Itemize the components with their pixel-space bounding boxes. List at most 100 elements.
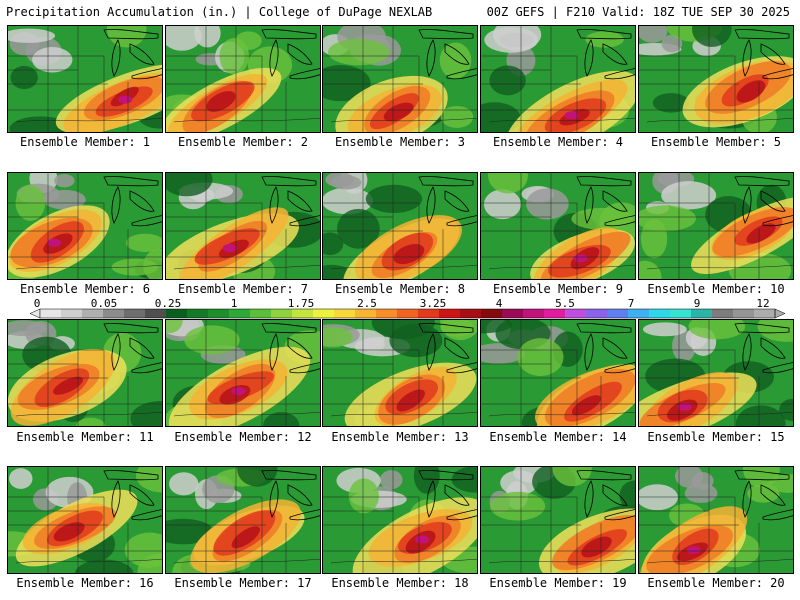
colorbar-swatch — [397, 309, 419, 318]
colorbar-swatch — [754, 309, 776, 318]
precip-map-graphic — [323, 467, 477, 573]
ensemble-member-label: Ensemble Member: 4 — [492, 135, 624, 149]
colorbar-tick: 4 — [495, 297, 503, 310]
ensemble-member-label: Ensemble Member: 15 — [647, 430, 785, 444]
ensemble-member-map — [480, 172, 636, 280]
colorbar-tick-labels: 0 0.05 0.25 1 1.75 2.5 3.25 4 5.5 7 9 12 — [0, 297, 800, 310]
colorbar-tick: 3.25 — [419, 297, 447, 310]
precip-map-graphic — [639, 467, 793, 573]
colorbar-swatch — [61, 309, 83, 318]
colorbar-swatch — [124, 309, 146, 318]
ensemble-member-label: Ensemble Member: 3 — [334, 135, 466, 149]
colorbar-tick: 9 — [693, 297, 701, 310]
ensemble-member-map — [7, 172, 163, 280]
ensemble-member-map — [165, 25, 321, 133]
ensemble-member-label: Ensemble Member: 12 — [174, 430, 312, 444]
ensemble-member-map — [165, 466, 321, 574]
colorbar-swatch — [376, 309, 398, 318]
colorbar-swatch — [502, 309, 524, 318]
colorbar-min-arrow — [29, 308, 41, 319]
ensemble-member-map — [7, 466, 163, 574]
colorbar-swatch — [691, 309, 713, 318]
precip-map-graphic — [166, 320, 320, 426]
ensemble-member-label: Ensemble Member: 10 — [647, 282, 785, 296]
colorbar-swatch — [82, 309, 104, 318]
colorbar-tick: 5.5 — [555, 297, 575, 310]
precip-map-graphic — [639, 26, 793, 132]
precip-map-graphic — [8, 26, 162, 132]
precip-map-graphic — [323, 173, 477, 279]
ensemble-member-label: Ensemble Member: 16 — [16, 576, 154, 590]
ensemble-member-label: Ensemble Member: 20 — [647, 576, 785, 590]
colorbar-swatch — [292, 309, 314, 318]
ensemble-member-label: Ensemble Member: 8 — [334, 282, 466, 296]
colorbar-tick: 0.05 — [90, 297, 118, 310]
colorbar-swatch — [418, 309, 440, 318]
ensemble-member-label: Ensemble Member: 17 — [174, 576, 312, 590]
colorbar-swatch — [145, 309, 167, 318]
ensemble-member-label: Ensemble Member: 14 — [489, 430, 627, 444]
precip-map-graphic — [323, 26, 477, 132]
colorbar-swatch — [670, 309, 692, 318]
colorbar-swatch — [334, 309, 356, 318]
colorbar-swatch — [586, 309, 608, 318]
map-title: Precipitation Accumulation (in.) | Colle… — [6, 5, 433, 19]
ensemble-member-map — [165, 319, 321, 427]
run-info: 00Z GEFS | F210 Valid: 18Z TUE SEP 30 20… — [486, 5, 790, 19]
precip-map-graphic — [166, 26, 320, 132]
precip-map-graphic — [166, 467, 320, 573]
ensemble-member-label: Ensemble Member: 19 — [489, 576, 627, 590]
ensemble-member-label: Ensemble Member: 13 — [331, 430, 469, 444]
ensemble-member-label: Ensemble Member: 9 — [492, 282, 624, 296]
ensemble-member-map — [7, 25, 163, 133]
colorbar-swatch — [649, 309, 671, 318]
colorbar-swatch — [40, 309, 62, 318]
precip-map-graphic — [481, 173, 635, 279]
colorbar-max-arrow — [774, 308, 786, 319]
ensemble-member-label: Ensemble Member: 7 — [177, 282, 309, 296]
precip-map-graphic — [166, 173, 320, 279]
ensemble-member-map — [638, 466, 794, 574]
precip-map-graphic — [481, 467, 635, 573]
ensemble-member-map — [322, 466, 478, 574]
ensemble-member-map — [480, 466, 636, 574]
ensemble-member-label: Ensemble Member: 5 — [650, 135, 782, 149]
ensemble-member-map — [7, 319, 163, 427]
colorbar-swatch — [712, 309, 734, 318]
colorbar-tick: 1.75 — [287, 297, 315, 310]
precip-colorbar — [29, 308, 786, 319]
ensemble-member-label: Ensemble Member: 1 — [19, 135, 151, 149]
colorbar-outline — [39, 308, 776, 319]
colorbar-swatch — [460, 309, 482, 318]
colorbar-swatch — [544, 309, 566, 318]
colorbar-tick: 0 — [33, 297, 41, 310]
precip-map-graphic — [639, 173, 793, 279]
colorbar-tick: 7 — [627, 297, 635, 310]
colorbar-tick: 0.25 — [154, 297, 182, 310]
ensemble-member-map — [638, 319, 794, 427]
ensemble-member-map — [638, 172, 794, 280]
colorbar-tick: 2.5 — [357, 297, 377, 310]
ensemble-member-label: Ensemble Member: 18 — [331, 576, 469, 590]
colorbar-swatch — [103, 309, 125, 318]
ensemble-member-map — [480, 25, 636, 133]
colorbar-swatch — [187, 309, 209, 318]
ensemble-member-map — [322, 319, 478, 427]
colorbar-swatch — [166, 309, 188, 318]
precip-map-graphic — [8, 320, 162, 426]
ensemble-member-label: Ensemble Member: 2 — [177, 135, 309, 149]
colorbar-swatch — [313, 309, 335, 318]
precip-map-graphic — [639, 320, 793, 426]
colorbar-swatch — [628, 309, 650, 318]
colorbar-tick: 12 — [756, 297, 770, 310]
colorbar-swatch — [607, 309, 629, 318]
colorbar-swatch — [229, 309, 251, 318]
ensemble-member-map — [165, 172, 321, 280]
precip-map-graphic — [481, 26, 635, 132]
ensemble-member-map — [480, 319, 636, 427]
colorbar-swatch — [481, 309, 503, 318]
ensemble-member-label: Ensemble Member: 11 — [16, 430, 154, 444]
colorbar-swatch — [208, 309, 230, 318]
ensemble-member-map — [322, 25, 478, 133]
colorbar-tick: 1 — [230, 297, 238, 310]
